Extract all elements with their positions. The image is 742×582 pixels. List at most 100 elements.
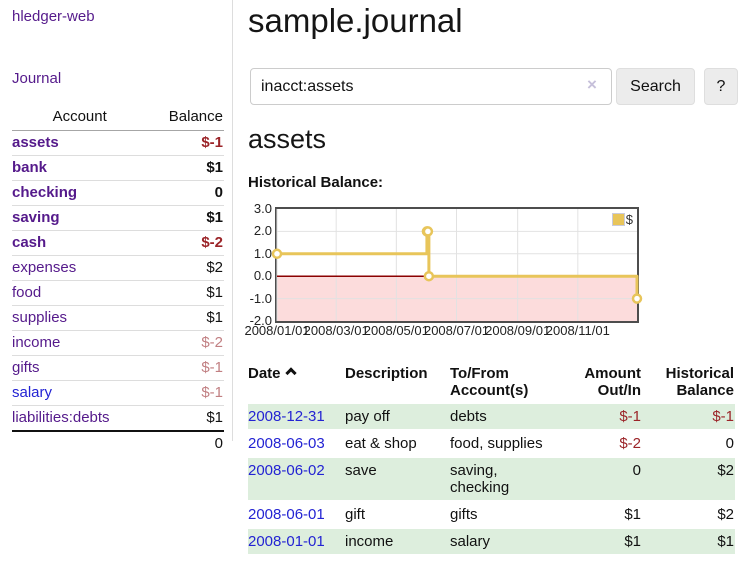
transaction-date-link[interactable]: 2008-06-01 <box>248 506 325 523</box>
register-row: 2008-06-02 save saving, checking 0 $2 <box>248 458 735 500</box>
transaction-amount: $-1 <box>565 404 642 429</box>
account-heading: assets <box>248 124 327 154</box>
account-link-cash[interactable]: cash <box>12 234 47 251</box>
accounts-table: Account Balance assets $-1 bank $1 check… <box>12 104 224 456</box>
transaction-date-link[interactable]: 2008-01-01 <box>248 533 325 550</box>
account-row-liabilities-debts: liabilities:debts $1 <box>12 405 224 432</box>
date-column-header[interactable]: Date <box>248 362 345 402</box>
account-row-assets: assets $-1 <box>12 130 224 156</box>
search-input[interactable] <box>250 68 612 105</box>
amount-column-header: Amount Out/In <box>584 365 641 399</box>
register-row: 2008-06-01 gift gifts $1 $2 <box>248 502 735 527</box>
account-row-saving: saving $1 <box>12 205 224 231</box>
account-row-income: income $-2 <box>12 330 224 356</box>
account-row-gifts: gifts $-1 <box>12 355 224 381</box>
transaction-balance: $1 <box>642 529 735 554</box>
y-tick-label: 1.0 <box>253 245 272 261</box>
accounts-header-row: Account Balance <box>12 104 224 131</box>
account-balance: $1 <box>147 205 224 231</box>
account-link-income[interactable]: income <box>12 334 61 351</box>
account-column-header: Account <box>12 104 148 131</box>
account-link-saving[interactable]: saving <box>12 209 60 226</box>
account-link-expenses[interactable]: expenses <box>12 259 77 276</box>
x-tick-label: 2008/05/01 <box>363 323 429 338</box>
account-row-cash: cash $-2 <box>12 230 224 256</box>
transaction-date-link[interactable]: 2008-12-31 <box>248 408 325 425</box>
tofrom-column-header: To/From Account(s) <box>450 365 529 399</box>
account-link-checking[interactable]: checking <box>12 184 78 201</box>
balance-column-header: Balance <box>147 104 224 131</box>
transaction-description: income <box>345 529 450 554</box>
chart-title: Historical Balance: <box>248 174 384 191</box>
transaction-balance: $2 <box>642 458 735 500</box>
account-row-expenses: expenses $2 <box>12 255 224 281</box>
balance-column-header: Historical Balance <box>665 365 734 399</box>
account-link-food[interactable]: food <box>12 284 42 301</box>
account-balance: $1 <box>147 280 224 306</box>
account-balance: $-1 <box>147 355 224 381</box>
account-balance: $1 <box>147 305 224 331</box>
transaction-description: pay off <box>345 404 450 429</box>
transaction-amount: 0 <box>565 458 642 500</box>
account-link-liabilities-debts[interactable]: liabilities:debts <box>12 409 110 426</box>
chart-legend: $ <box>611 212 633 227</box>
account-link-salary[interactable]: salary <box>12 384 53 401</box>
transaction-description: gift <box>345 506 366 523</box>
account-row-salary: salary $-1 <box>12 380 224 406</box>
main-content: sample.journal × Search ? assets Histori… <box>244 0 742 582</box>
x-tick-label: 2008/11/01 <box>545 323 610 338</box>
transaction-date-link[interactable]: 2008-06-02 <box>248 462 325 479</box>
register-table: Date Description To/From Account(s) Amou… <box>248 360 735 556</box>
y-tick-label: 3.0 <box>253 201 272 216</box>
account-row-supplies: supplies $1 <box>12 305 224 331</box>
sidebar: hledger-web Journal Account Balance asse… <box>0 0 233 452</box>
account-link-bank[interactable]: bank <box>12 159 48 176</box>
transaction-amount: $-2 <box>619 435 641 452</box>
description-column-header: Description <box>345 365 428 382</box>
account-link-assets[interactable]: assets <box>12 134 59 151</box>
transaction-balance: $-1 <box>642 404 735 429</box>
brand-link[interactable]: hledger-web <box>12 8 95 25</box>
account-balance: $1 <box>147 155 224 181</box>
x-tick-label: 2008/09/01 <box>485 323 551 338</box>
account-row-food: food $1 <box>12 280 224 306</box>
account-balance: 0 <box>147 180 224 206</box>
account-balance: $-1 <box>147 130 224 156</box>
y-tick-label: -2.0 <box>249 313 272 328</box>
register-row: 2008-12-31 pay off debts $-1 $-1 <box>248 404 735 429</box>
transaction-accounts: food, supplies <box>450 435 543 452</box>
chart-plot: $ <box>271 207 643 323</box>
sidebar-item-journal[interactable]: Journal <box>12 70 62 87</box>
clear-search-icon[interactable]: × <box>587 75 597 94</box>
search-form: × Search ? <box>248 68 742 106</box>
account-balance: $-2 <box>147 230 224 256</box>
account-balance: $1 <box>147 405 224 432</box>
transaction-accounts: salary <box>450 529 565 554</box>
account-row-checking: checking 0 <box>12 180 224 206</box>
account-link-gifts[interactable]: gifts <box>12 359 40 376</box>
account-balance: $-1 <box>147 380 224 406</box>
accounts-total-row: 0 <box>12 431 224 456</box>
transaction-amount: $1 <box>624 506 641 523</box>
x-tick-label: 2008/01/01 <box>244 323 310 338</box>
transaction-date-link[interactable]: 2008-06-03 <box>248 435 325 452</box>
register-row: 2008-01-01 income salary $1 $1 <box>248 529 735 554</box>
sort-ascending-icon <box>284 367 297 379</box>
accounts-total-value: 0 <box>214 435 223 452</box>
x-tick-label: 2008/03/01 <box>303 323 369 338</box>
transaction-balance: 0 <box>725 435 734 452</box>
legend-swatch-icon <box>611 213 625 226</box>
help-button[interactable]: ? <box>704 68 738 105</box>
transaction-description: save <box>345 458 450 500</box>
transaction-balance: $2 <box>717 506 734 523</box>
account-row-bank: bank $1 <box>12 155 224 181</box>
y-tick-label: 2.0 <box>253 223 272 239</box>
account-link-supplies[interactable]: supplies <box>12 309 68 326</box>
x-tick-label: 2008/07/01 <box>423 323 490 338</box>
transaction-accounts: debts <box>450 404 565 429</box>
transaction-amount: $1 <box>565 529 642 554</box>
transaction-accounts: gifts <box>450 506 478 523</box>
search-button[interactable]: Search <box>616 68 695 105</box>
chart-svg <box>271 209 643 321</box>
y-tick-label: 0.0 <box>253 268 272 284</box>
